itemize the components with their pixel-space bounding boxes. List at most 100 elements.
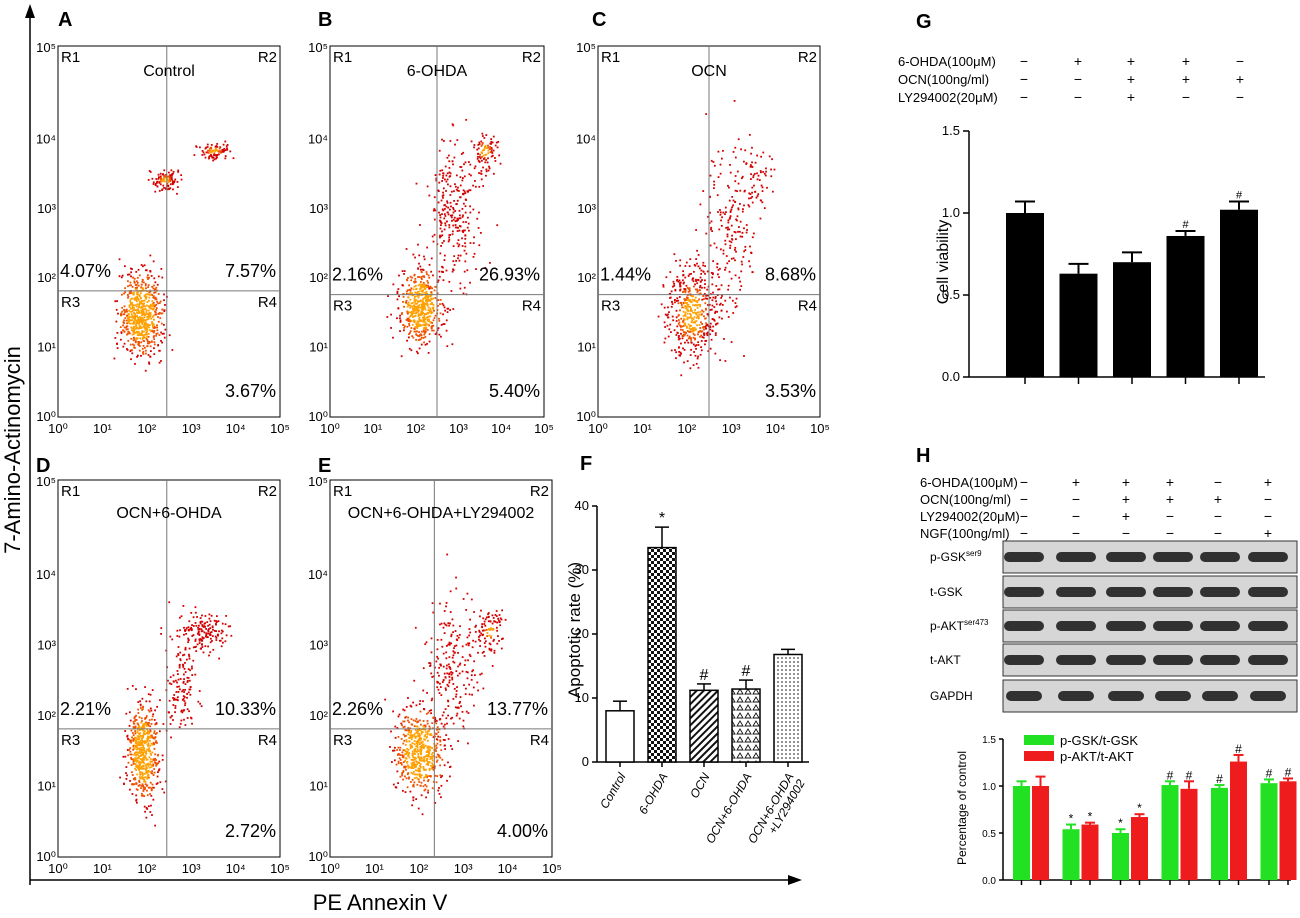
dot: [742, 256, 745, 258]
dot: [411, 752, 414, 755]
dot: [752, 232, 755, 235]
dot: [445, 329, 448, 332]
dot: [143, 322, 146, 324]
dot: [701, 286, 703, 289]
dot: [406, 761, 408, 764]
dot: [157, 753, 160, 756]
dot: [144, 754, 147, 757]
dot: [477, 143, 480, 146]
dot: [442, 738, 445, 741]
dot: [464, 242, 466, 245]
dot: [475, 624, 477, 627]
dot: [482, 617, 485, 620]
dot: [419, 773, 421, 776]
blot-row-name: p-GSK: [930, 550, 966, 564]
percent-r2: 7.57%: [225, 261, 276, 281]
dot: [699, 280, 702, 283]
dot: [201, 646, 204, 648]
dot: [423, 275, 425, 278]
dot: [427, 764, 430, 766]
dot: [749, 265, 751, 268]
dot: [405, 729, 408, 732]
dot: [702, 336, 705, 339]
dot: [664, 313, 667, 316]
dot: [452, 224, 455, 227]
dot: [445, 688, 447, 691]
dot: [433, 196, 436, 199]
treatment-sign: +: [1182, 53, 1190, 69]
dot: [452, 650, 455, 653]
dot: [123, 322, 126, 325]
dot: [439, 312, 442, 315]
dot: [437, 657, 439, 660]
dot: [429, 321, 432, 324]
quadrant-r2: R2: [522, 49, 541, 66]
dot: [703, 334, 706, 336]
dot: [408, 333, 410, 335]
dot: [490, 150, 493, 152]
dot: [418, 770, 420, 773]
dot: [399, 746, 402, 749]
dot: [432, 319, 435, 322]
dot: [182, 666, 185, 668]
dot: [215, 623, 217, 626]
dot: [415, 735, 418, 738]
dot: [428, 768, 431, 770]
blot-band: [1153, 621, 1193, 631]
dot: [496, 621, 499, 624]
dot: [411, 745, 414, 748]
dot: [705, 294, 708, 297]
dot: [409, 315, 411, 318]
dot: [152, 336, 155, 339]
dot: [125, 319, 128, 322]
dot: [684, 299, 686, 302]
dot: [427, 351, 430, 354]
dot: [448, 160, 451, 163]
dot: [131, 268, 133, 270]
dot: [135, 782, 138, 785]
dot: [428, 276, 431, 279]
dot: [459, 254, 462, 257]
dot: [148, 763, 151, 766]
dot: [417, 334, 419, 337]
dot: [184, 630, 187, 632]
dot: [118, 258, 121, 261]
dot: [429, 285, 432, 288]
dot: [470, 674, 473, 677]
dot: [714, 297, 717, 300]
dot: [168, 682, 171, 685]
y-tick-label: 10³: [309, 201, 328, 216]
dot: [160, 176, 162, 179]
dot: [453, 156, 456, 159]
dot: [424, 285, 426, 288]
dot: [419, 723, 422, 726]
dot: [185, 627, 188, 629]
dot: [430, 297, 432, 300]
dot: [168, 334, 171, 337]
dot: [190, 717, 193, 720]
dot: [140, 761, 142, 764]
dot: [218, 150, 221, 153]
dot: [132, 722, 135, 725]
dot: [404, 301, 407, 304]
dot: [171, 173, 173, 176]
dot: [395, 786, 398, 789]
dot: [158, 760, 161, 763]
dot: [699, 284, 702, 287]
dot: [438, 333, 441, 336]
x-tick-label: Control: [597, 770, 629, 811]
dot: [160, 322, 163, 325]
dot: [230, 634, 233, 637]
dot: [467, 659, 469, 662]
dot: [695, 344, 698, 346]
dot: [410, 730, 413, 732]
dot: [424, 731, 427, 734]
dot: [743, 204, 745, 207]
dot: [445, 657, 448, 660]
dot: [485, 147, 488, 150]
dot: [446, 156, 449, 159]
dot: [479, 231, 482, 234]
dot: [146, 323, 149, 326]
dot: [131, 774, 134, 776]
dot: [713, 187, 715, 190]
